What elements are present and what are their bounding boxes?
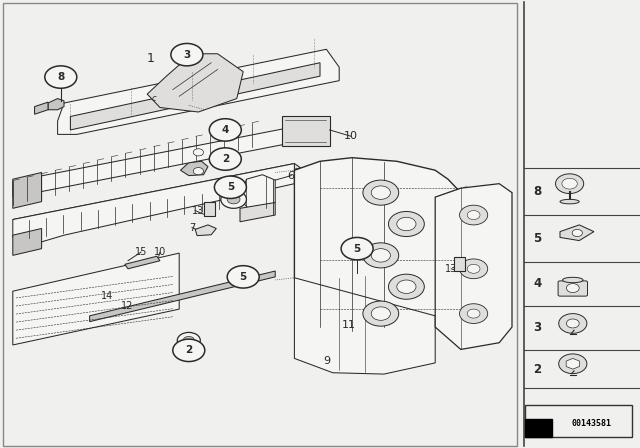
Text: 10: 10 <box>344 131 358 141</box>
Polygon shape <box>560 225 594 241</box>
Circle shape <box>371 307 390 320</box>
Polygon shape <box>13 228 42 255</box>
Circle shape <box>556 174 584 194</box>
Text: 2: 2 <box>185 345 193 355</box>
Text: 9: 9 <box>323 356 330 366</box>
Polygon shape <box>90 271 275 322</box>
Circle shape <box>460 259 488 279</box>
Polygon shape <box>13 253 179 345</box>
Polygon shape <box>435 184 512 349</box>
Text: 15: 15 <box>134 247 147 257</box>
Circle shape <box>559 354 587 374</box>
Ellipse shape <box>563 277 583 283</box>
Text: 00143581: 00143581 <box>572 419 611 428</box>
Circle shape <box>371 186 390 199</box>
Text: 13: 13 <box>445 264 458 274</box>
Polygon shape <box>58 49 339 134</box>
Circle shape <box>227 266 259 288</box>
Text: 2: 2 <box>534 362 541 376</box>
Circle shape <box>467 309 480 318</box>
Text: 7: 7 <box>189 223 195 233</box>
Circle shape <box>460 205 488 225</box>
Circle shape <box>566 319 579 328</box>
Circle shape <box>566 284 579 293</box>
Text: c: c <box>151 94 156 103</box>
Circle shape <box>388 274 424 299</box>
Polygon shape <box>125 256 160 269</box>
FancyBboxPatch shape <box>454 257 465 271</box>
Polygon shape <box>294 158 461 332</box>
Circle shape <box>183 336 195 345</box>
Circle shape <box>572 229 582 237</box>
Circle shape <box>45 66 77 88</box>
Circle shape <box>363 180 399 205</box>
FancyBboxPatch shape <box>282 116 330 146</box>
Polygon shape <box>180 161 208 176</box>
Polygon shape <box>35 102 48 114</box>
Polygon shape <box>48 99 64 110</box>
Circle shape <box>177 332 200 349</box>
Text: 3: 3 <box>183 50 191 60</box>
Text: 5: 5 <box>353 244 361 254</box>
Polygon shape <box>13 164 294 243</box>
Circle shape <box>363 243 399 268</box>
Circle shape <box>562 178 577 189</box>
Text: 8: 8 <box>534 185 541 198</box>
Text: 6: 6 <box>288 171 294 181</box>
Polygon shape <box>13 172 42 208</box>
Text: 4: 4 <box>221 125 229 135</box>
Text: 13: 13 <box>192 206 205 215</box>
Circle shape <box>171 43 203 66</box>
Text: 11: 11 <box>342 320 356 330</box>
Text: 1: 1 <box>147 52 154 65</box>
Polygon shape <box>240 175 275 208</box>
Circle shape <box>209 119 241 141</box>
Polygon shape <box>147 54 243 112</box>
Circle shape <box>209 148 241 170</box>
FancyBboxPatch shape <box>204 202 215 216</box>
Text: 4: 4 <box>534 277 541 290</box>
Circle shape <box>397 280 416 293</box>
Circle shape <box>363 301 399 326</box>
Text: 12: 12 <box>120 301 133 310</box>
Circle shape <box>227 195 240 204</box>
Circle shape <box>371 249 390 262</box>
Text: 5: 5 <box>227 182 234 192</box>
Circle shape <box>221 190 246 208</box>
Text: 3: 3 <box>534 321 541 335</box>
Circle shape <box>388 211 424 237</box>
Polygon shape <box>13 164 301 223</box>
Circle shape <box>214 176 246 198</box>
Circle shape <box>193 149 204 156</box>
Text: 14: 14 <box>101 291 114 301</box>
Polygon shape <box>294 278 435 374</box>
Polygon shape <box>13 125 301 197</box>
Circle shape <box>467 264 480 273</box>
Text: 2: 2 <box>221 154 229 164</box>
Polygon shape <box>195 225 216 236</box>
Circle shape <box>193 168 204 175</box>
Circle shape <box>559 314 587 333</box>
Text: 10: 10 <box>154 247 166 257</box>
FancyBboxPatch shape <box>558 281 588 296</box>
Text: 5: 5 <box>239 272 247 282</box>
Circle shape <box>397 217 416 231</box>
Polygon shape <box>178 146 205 160</box>
Ellipse shape <box>560 199 579 204</box>
Text: 8: 8 <box>57 72 65 82</box>
Polygon shape <box>70 63 320 130</box>
Text: 5: 5 <box>534 232 541 245</box>
Circle shape <box>467 211 480 220</box>
Circle shape <box>173 339 205 362</box>
FancyBboxPatch shape <box>525 419 552 437</box>
Circle shape <box>341 237 373 260</box>
Polygon shape <box>240 202 275 222</box>
Circle shape <box>460 304 488 323</box>
Circle shape <box>344 240 370 258</box>
Circle shape <box>351 244 364 253</box>
